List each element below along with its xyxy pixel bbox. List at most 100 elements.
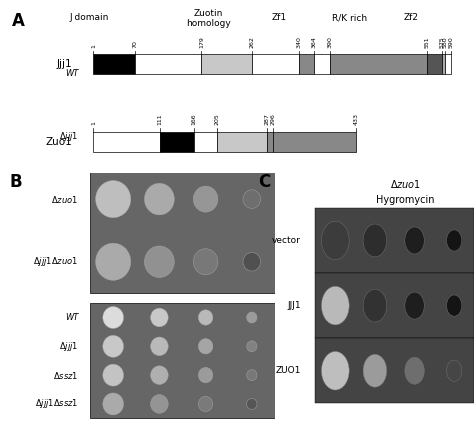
Circle shape bbox=[246, 341, 257, 352]
Text: 433: 433 bbox=[353, 113, 358, 125]
Bar bbox=[314, 54, 329, 74]
Circle shape bbox=[151, 366, 168, 384]
Circle shape bbox=[145, 183, 174, 215]
Circle shape bbox=[193, 249, 218, 275]
Bar bbox=[316, 338, 474, 403]
Circle shape bbox=[198, 396, 213, 412]
Text: $\Delta jjj1\Delta zuo1$: $\Delta jjj1\Delta zuo1$ bbox=[33, 255, 78, 268]
Circle shape bbox=[145, 58, 174, 89]
Text: vector: vector bbox=[272, 236, 301, 245]
Circle shape bbox=[447, 295, 462, 316]
Text: J domain: J domain bbox=[69, 13, 109, 22]
Bar bbox=[299, 54, 314, 74]
Text: 1: 1 bbox=[91, 121, 96, 125]
Circle shape bbox=[243, 64, 261, 83]
Bar bbox=[193, 131, 217, 152]
Circle shape bbox=[243, 190, 261, 208]
Text: R/K rich: R/K rich bbox=[332, 13, 367, 22]
Bar bbox=[201, 54, 252, 74]
Bar bbox=[428, 54, 442, 74]
Text: 390: 390 bbox=[327, 36, 332, 48]
Circle shape bbox=[151, 308, 168, 327]
Circle shape bbox=[96, 181, 131, 218]
Bar bbox=[445, 54, 451, 74]
Circle shape bbox=[447, 230, 462, 251]
Bar bbox=[160, 131, 193, 152]
Circle shape bbox=[103, 335, 124, 357]
Text: 575: 575 bbox=[439, 36, 445, 48]
Text: WT: WT bbox=[65, 69, 78, 78]
Circle shape bbox=[243, 127, 261, 146]
Text: Jjj1: Jjj1 bbox=[56, 59, 72, 69]
Circle shape bbox=[246, 370, 257, 381]
Circle shape bbox=[96, 55, 131, 92]
Circle shape bbox=[96, 118, 131, 155]
Bar bbox=[442, 54, 445, 74]
Text: $\Delta zuo1$: $\Delta zuo1$ bbox=[51, 194, 78, 205]
Circle shape bbox=[198, 310, 213, 325]
Text: $\Delta zuo1$: $\Delta zuo1$ bbox=[390, 178, 421, 190]
Bar bbox=[90, 42, 275, 293]
Bar bbox=[329, 54, 428, 74]
Bar bbox=[90, 303, 275, 418]
Circle shape bbox=[447, 360, 462, 381]
Bar bbox=[135, 54, 201, 74]
Text: 179: 179 bbox=[199, 36, 204, 48]
Text: 580: 580 bbox=[443, 36, 447, 48]
Circle shape bbox=[145, 121, 174, 152]
Text: JJJ1: JJJ1 bbox=[287, 301, 301, 310]
Text: C: C bbox=[258, 173, 270, 191]
Text: Hygromycin: Hygromycin bbox=[376, 195, 435, 205]
Circle shape bbox=[405, 227, 424, 254]
Text: $\Delta ssz1$: $\Delta ssz1$ bbox=[53, 370, 78, 381]
Circle shape bbox=[321, 221, 349, 260]
Text: 551: 551 bbox=[425, 36, 430, 48]
Bar bbox=[217, 131, 267, 152]
Text: 166: 166 bbox=[191, 114, 196, 125]
Circle shape bbox=[151, 337, 168, 356]
Circle shape bbox=[193, 61, 218, 87]
Text: 70: 70 bbox=[133, 40, 138, 48]
Circle shape bbox=[96, 243, 131, 280]
Circle shape bbox=[246, 312, 257, 323]
Text: A: A bbox=[12, 12, 25, 30]
Circle shape bbox=[103, 364, 124, 386]
Text: Zuotin
homology: Zuotin homology bbox=[186, 9, 231, 28]
Text: ZUO1: ZUO1 bbox=[276, 366, 301, 375]
Circle shape bbox=[151, 395, 168, 413]
Circle shape bbox=[363, 224, 387, 257]
Circle shape bbox=[405, 357, 424, 384]
Bar bbox=[252, 54, 299, 74]
Text: B: B bbox=[9, 173, 22, 191]
Circle shape bbox=[198, 368, 213, 383]
Text: Zf2: Zf2 bbox=[404, 13, 419, 22]
Text: 262: 262 bbox=[249, 36, 255, 48]
Circle shape bbox=[103, 393, 124, 415]
Circle shape bbox=[321, 352, 349, 390]
Text: 296: 296 bbox=[270, 114, 275, 125]
Text: WT: WT bbox=[65, 313, 78, 322]
Circle shape bbox=[363, 289, 387, 322]
Bar bbox=[267, 131, 273, 152]
Text: Zf1: Zf1 bbox=[272, 13, 286, 22]
Circle shape bbox=[363, 354, 387, 387]
Circle shape bbox=[103, 307, 124, 328]
Bar bbox=[273, 131, 356, 152]
Circle shape bbox=[321, 286, 349, 325]
Bar bbox=[93, 54, 135, 74]
Circle shape bbox=[145, 246, 174, 277]
Text: 340: 340 bbox=[297, 36, 302, 48]
Circle shape bbox=[198, 339, 213, 354]
Text: 111: 111 bbox=[158, 114, 163, 125]
Bar bbox=[316, 208, 474, 273]
Text: 1: 1 bbox=[91, 44, 96, 48]
Text: $\Delta jjj1\Delta ssz1$: $\Delta jjj1\Delta ssz1$ bbox=[35, 397, 78, 410]
Text: $\Delta jjj1$: $\Delta jjj1$ bbox=[59, 340, 78, 353]
Circle shape bbox=[246, 398, 257, 410]
Circle shape bbox=[243, 252, 261, 271]
Text: 364: 364 bbox=[311, 36, 316, 48]
Text: 287: 287 bbox=[264, 114, 270, 125]
Text: 205: 205 bbox=[215, 114, 220, 125]
Circle shape bbox=[193, 124, 218, 149]
Text: 590: 590 bbox=[448, 36, 454, 48]
